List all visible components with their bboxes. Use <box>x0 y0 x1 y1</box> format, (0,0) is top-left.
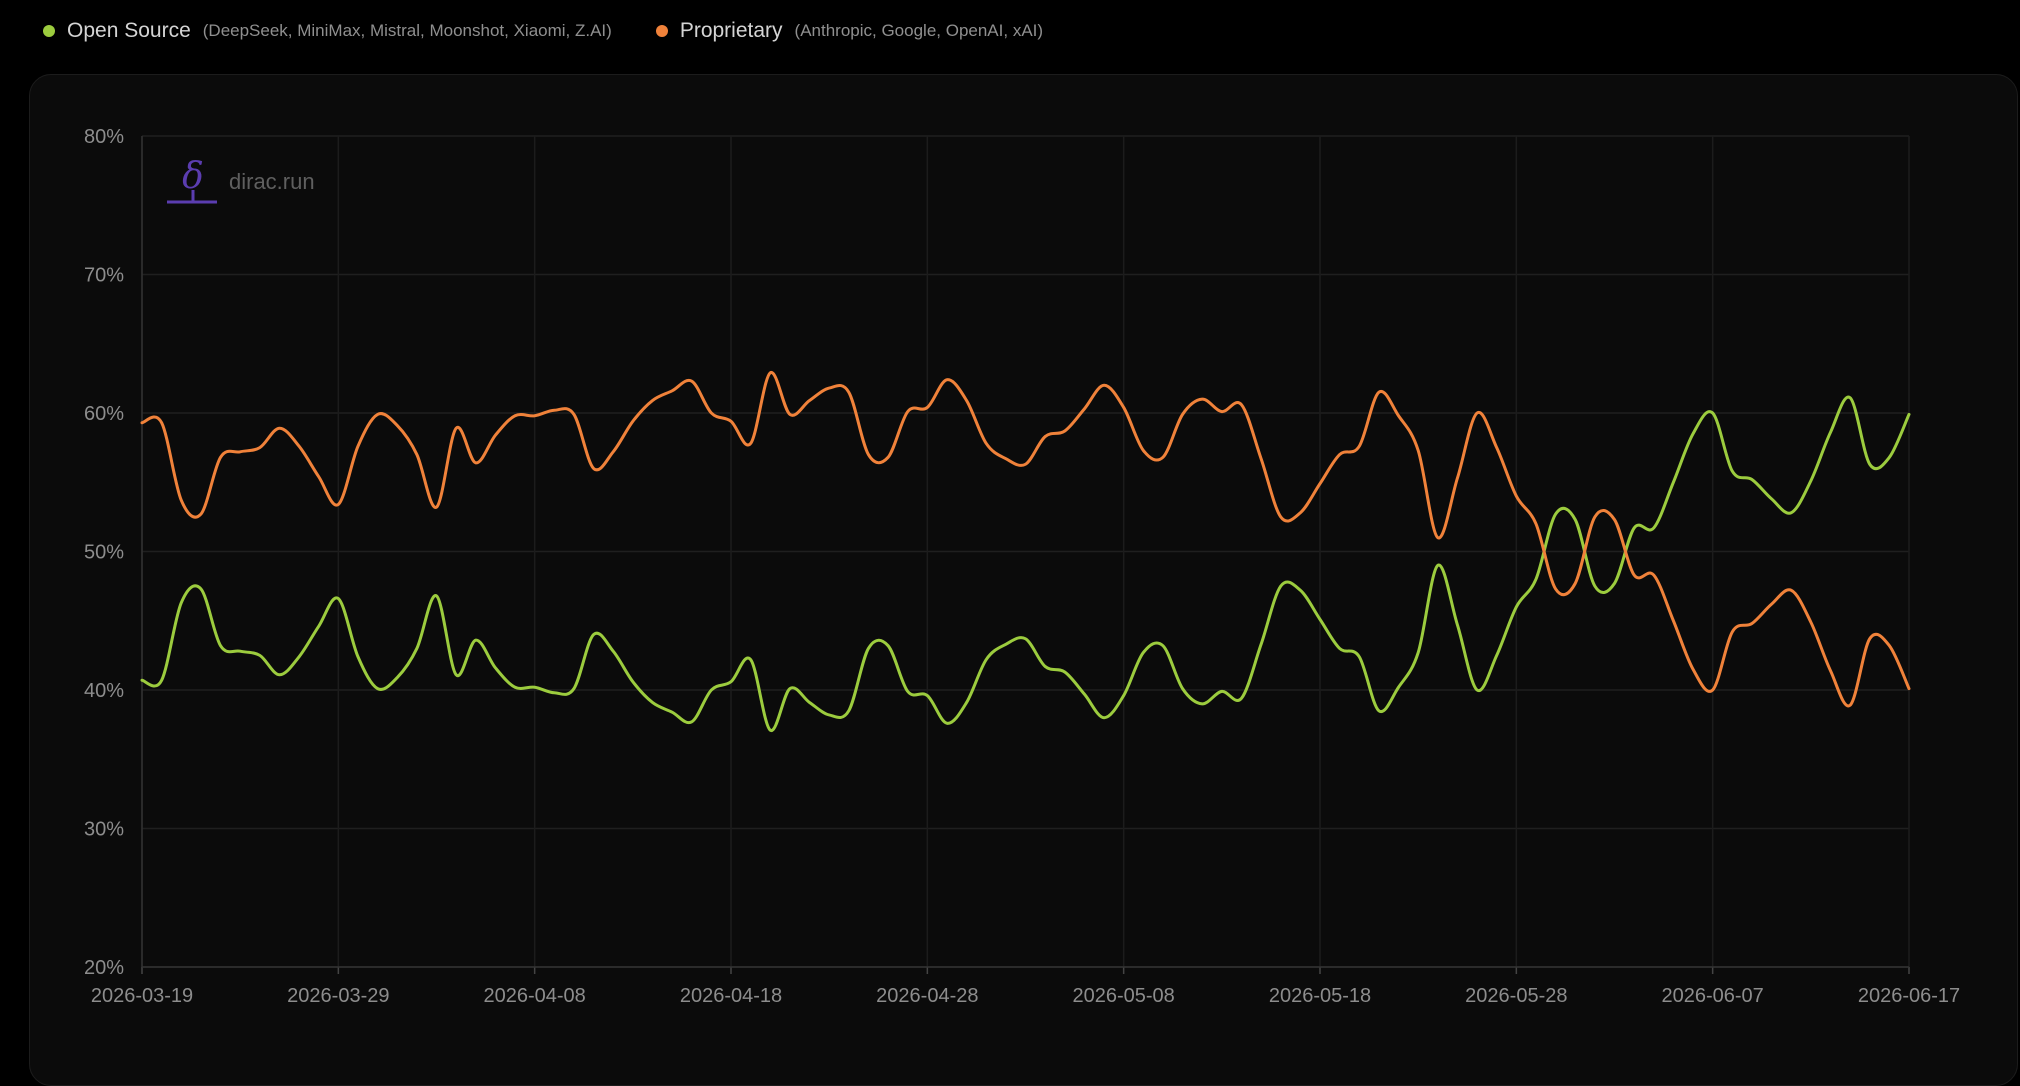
series-line-open-source[interactable] <box>140 395 1911 732</box>
x-tick-label: 2026-05-08 <box>1073 985 1175 1007</box>
y-tick-label: 30% <box>84 819 124 841</box>
x-tick-label: 2026-06-17 <box>1858 985 1960 1007</box>
watermark-text: dirac.run <box>229 169 315 194</box>
chart-legend: Open Source (DeepSeek, MiniMax, Mistral,… <box>43 16 1087 46</box>
legend-label-open-source: Open Source <box>67 19 191 42</box>
legend-providers-open-source: (DeepSeek, MiniMax, Mistral, Moonshot, X… <box>202 21 612 40</box>
y-tick-label: 20% <box>84 957 124 979</box>
legend-dot-proprietary <box>655 25 668 37</box>
x-tick-label: 2026-04-08 <box>484 985 586 1007</box>
x-tick-label: 2026-05-28 <box>1465 985 1567 1007</box>
x-tick-label: 2026-03-19 <box>91 985 193 1007</box>
grid-lines <box>141 135 1910 968</box>
watermark-logo-icon: δ <box>182 156 204 197</box>
legend-item-proprietary[interactable]: Proprietary (Anthropic, Google, OpenAI, … <box>655 19 1044 43</box>
chart-panel <box>29 74 2018 1086</box>
line-chart: δ dirac.run 20% 30% 40% 50% 60% 70% 80% 2026-0… <box>84 126 1960 1007</box>
x-tick-label: 2026-06-07 <box>1662 985 1764 1007</box>
x-tick-label: 2026-04-28 <box>876 985 978 1007</box>
legend-item-open-source[interactable]: Open Source (DeepSeek, MiniMax, Mistral,… <box>43 19 612 43</box>
x-tick-label: 2026-05-18 <box>1269 985 1371 1007</box>
legend-dot-open-source <box>43 25 55 37</box>
y-tick-label: 70% <box>84 265 124 287</box>
series-line-proprietary[interactable] <box>140 371 1911 708</box>
legend-label-proprietary: Proprietary <box>679 19 783 42</box>
x-tick-label: 2026-04-18 <box>680 985 782 1007</box>
x-tick-label: 2026-03-29 <box>287 985 389 1007</box>
legend-providers-proprietary: (Anthropic, Google, OpenAI, xAI) <box>794 21 1044 40</box>
watermark: δ dirac.run <box>167 156 315 204</box>
y-tick-label: 50% <box>84 542 124 564</box>
series-lines <box>140 371 1911 732</box>
y-tick-label: 40% <box>84 680 124 702</box>
y-tick-label: 80% <box>84 126 124 148</box>
y-axis: 20% 30% 40% 50% 60% 70% 80% <box>84 126 143 979</box>
y-tick-label: 60% <box>84 403 124 425</box>
x-axis: 2026-03-19 2026-03-29 2026-04-08 2026-04-18… <box>91 966 1960 1007</box>
